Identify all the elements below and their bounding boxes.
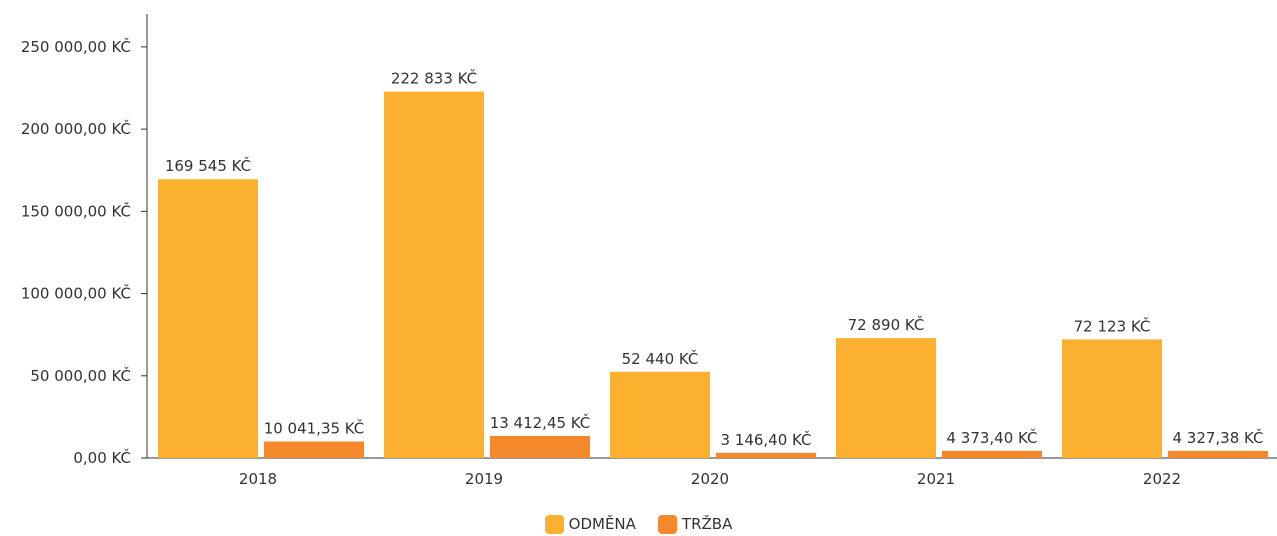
bar-odmena[interactable] (384, 91, 484, 459)
y-tick-label: 250 000,00 KČ (21, 37, 131, 56)
y-tick-label: 50 000,00 KČ (30, 366, 131, 385)
category-label: 2021 (917, 470, 955, 488)
data-label-trzba: 4 327,38 KČ (1172, 428, 1263, 447)
y-tick-label: 100 000,00 KČ (21, 284, 131, 303)
bar-odmena[interactable] (1062, 339, 1162, 458)
bars (158, 91, 1268, 459)
data-labels: 169 545 KČ 10 041,35 KČ 222 833 KČ 13 412,4… (165, 69, 1264, 449)
legend-swatch-trzba (657, 514, 677, 534)
bar-trzba[interactable] (1168, 450, 1268, 458)
y-tick-label: 0,00 KČ (73, 448, 131, 467)
category-label: 2018 (239, 470, 277, 488)
bar-odmena[interactable] (158, 179, 258, 458)
y-ticks: 0,00 KČ 50 000,00 KČ 100 000,00 KČ 150 000,… (21, 37, 147, 467)
category-label: 2020 (691, 470, 729, 488)
data-label-odmena: 52 440 KČ (622, 349, 699, 368)
bar-trzba[interactable] (490, 435, 590, 458)
category-label: 2022 (1143, 470, 1181, 488)
bar-trzba[interactable] (716, 452, 816, 458)
bar-odmena[interactable] (836, 338, 936, 458)
y-tick-label: 200 000,00 KČ (21, 119, 131, 138)
data-label-odmena: 222 833 KČ (391, 69, 477, 88)
data-label-odmena: 169 545 KČ (165, 156, 251, 175)
legend-swatch-odmena (544, 514, 564, 534)
data-label-odmena: 72 123 KČ (1074, 316, 1151, 335)
data-label-trzba: 10 041,35 KČ (264, 418, 365, 437)
legend-label-odmena: ODMĚNA (568, 515, 636, 533)
bar-trzba[interactable] (942, 450, 1042, 458)
legend-item-odmena[interactable]: ODMĚNA (544, 514, 636, 534)
data-label-odmena: 72 890 KČ (848, 315, 925, 334)
y-tick-label: 150 000,00 KČ (21, 201, 131, 220)
data-label-trzba: 3 146,40 KČ (720, 430, 811, 449)
category-labels: 2018 2019 2020 2021 2022 (239, 470, 1181, 488)
legend-item-trzba[interactable]: TRŽBA (657, 514, 733, 534)
legend-label-trzba: TRŽBA (681, 515, 733, 533)
bar-odmena[interactable] (610, 371, 710, 458)
category-label: 2019 (465, 470, 503, 488)
data-label-trzba: 13 412,45 KČ (490, 413, 591, 432)
legend: ODMĚNA TRŽBA (0, 514, 1277, 534)
bar-trzba[interactable] (264, 441, 364, 458)
data-label-trzba: 4 373,40 KČ (946, 428, 1037, 447)
